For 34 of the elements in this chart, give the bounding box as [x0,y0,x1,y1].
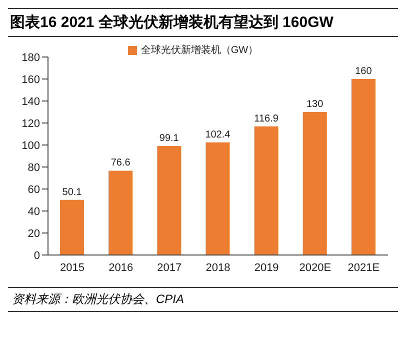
y-tick-label: 180 [22,52,40,64]
x-tick-label: 2020E [299,262,332,274]
chart-title: 图表16 2021 全球光伏新增装机有望达到 160GW [8,8,398,37]
bar [302,112,327,255]
x-tick-label: 2018 [206,262,230,274]
bar [254,126,278,255]
bar [351,79,376,255]
data-label: 130 [306,99,324,110]
data-label: 116.9 [254,113,279,124]
y-tick-label: 80 [28,162,40,174]
y-tick-label: 140 [22,96,40,108]
y-tick-label: 40 [28,206,40,218]
bar [157,146,182,255]
bar [206,142,230,255]
bar [60,200,84,255]
y-tick-label: 120 [22,118,40,130]
y-tick-label: 0 [34,250,40,262]
data-label: 102.4 [205,129,231,140]
x-tick-label: 2021E [348,262,380,274]
y-tick-label: 20 [28,228,40,240]
x-tick-label: 2015 [60,262,85,274]
data-label: 50.1 [62,186,82,198]
data-label: 99.1 [159,132,180,144]
x-tick-label: 2017 [157,262,182,274]
text: 资料来源：欧洲光伏协会、CPIA [8,287,398,312]
x-tick-label: 2019 [254,262,279,274]
y-tick-label: 100 [22,140,40,152]
y-tick-label: 60 [28,184,40,196]
y-tick-label: 160 [22,74,40,86]
legend-label: 全球光伏新增装机（GW） [140,45,258,56]
data-label: 76.6 [110,158,131,169]
x-tick-label: 2016 [108,262,134,274]
bar [108,170,133,255]
data-label: 160 [355,66,372,77]
